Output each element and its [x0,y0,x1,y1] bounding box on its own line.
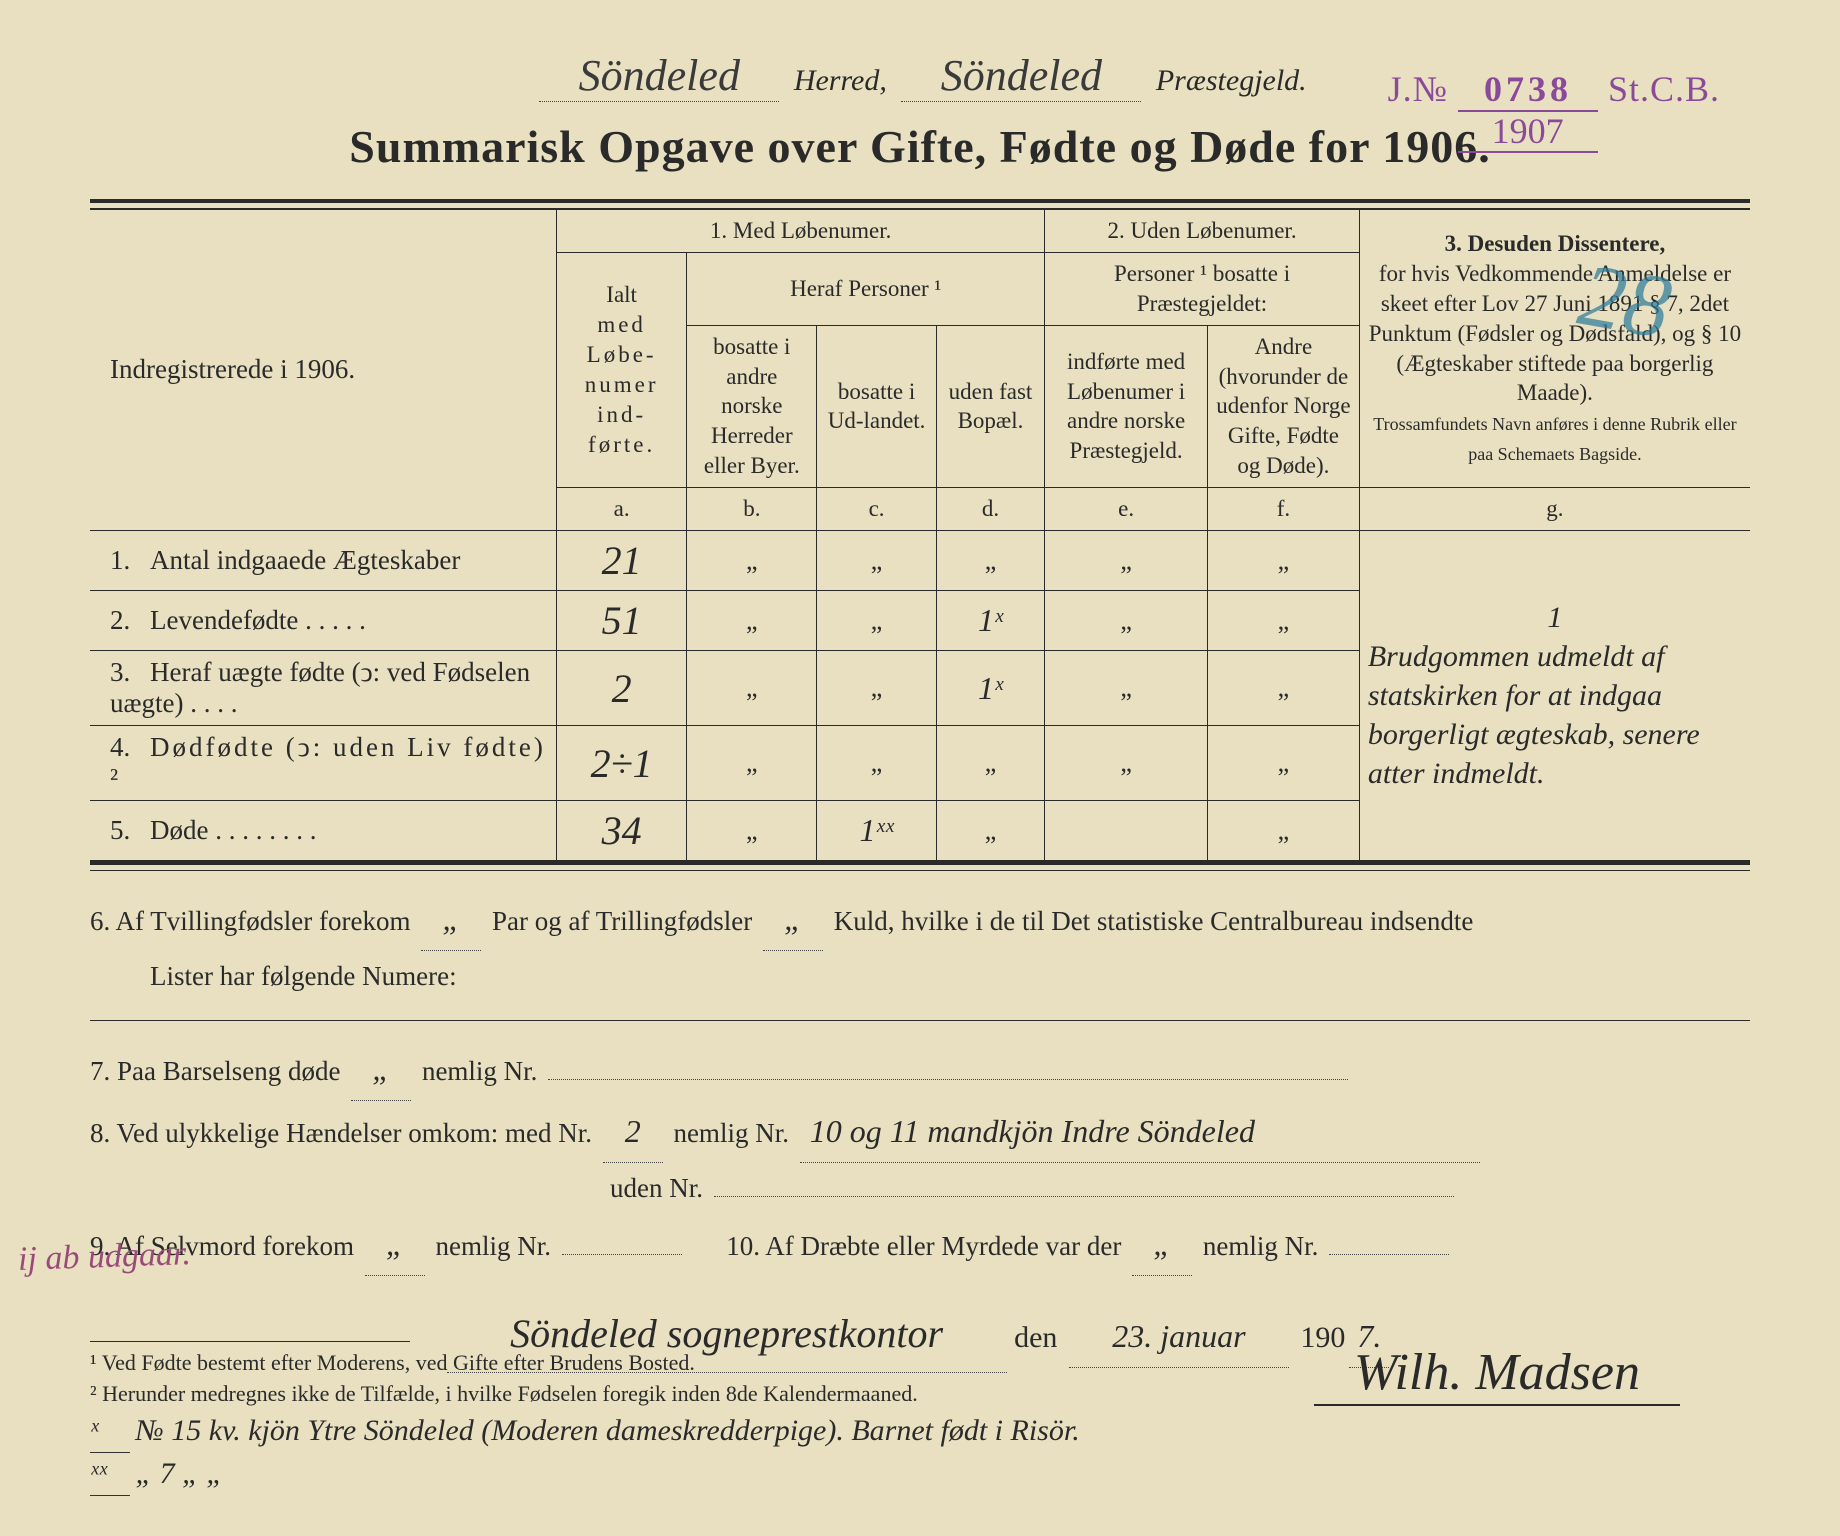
col-a-head: Ialt med Løbe-numer ind-førte. [557,252,687,487]
col-b-head: bosatte i andre norske Herreder eller By… [687,325,817,487]
col-f-head: Andre (hvorunder de udenfor Norge Gifte,… [1207,325,1359,487]
col-heraf: Heraf Personer ¹ [687,252,1045,325]
item-9-10: 9. Af Selvmord forekom „ nemlig Nr. 10. … [90,1214,1750,1276]
col-letter: f. [1207,488,1359,531]
col-letter: b. [687,488,817,531]
col-group-2: 2. Uden Løbenumer. [1045,210,1360,253]
col-letter: g. [1359,488,1750,531]
divider [90,199,1750,209]
main-table: Indregistrerede i 1906. 1. Med Løbenumer… [90,209,1750,861]
item-8: 8. Ved ulykkelige Hændelser omkom: med N… [90,1101,1750,1214]
header-line: Söndeled Herred, Söndeled Præstegjeld. [90,50,1750,102]
col-d-head: uden fast Bopæl. [936,325,1044,487]
stamp-year: 1907 [1458,112,1598,154]
col-g-notes: 1 Brudgommen udmeldt af statskirken for … [1359,531,1750,861]
blue-pencil-mark: 28 [1572,243,1679,360]
col-ef-top: Personer ¹ bosatte i Præstegjeldet: [1045,252,1360,325]
table-body: 1.Antal indgaaede Ægteskaber 21 „ „ „ „ … [90,531,1750,861]
divider [90,861,1750,871]
item-7: 7. Paa Barselseng døde „ nemlig Nr. [90,1039,1750,1101]
margin-note: ij ab udgaar. [17,1235,191,1279]
col-e-head: indførte med Løbenumer i andre norske Pr… [1045,325,1208,487]
col-c-head: bosatte i Ud-landet. [817,325,936,487]
footnote-1: ¹ Ved Fødte bestemt efter Moderens, ved … [90,1348,1750,1379]
footnote-x: ˣ № 15 kv. kjön Ytre Söndeled (Moderen d… [90,1410,1750,1453]
herred-label: Herred, [794,64,887,97]
col-letter: a. [557,488,687,531]
item-6: 6. Af Tvillingfødsler forekom „ Par og a… [90,889,1750,1002]
col-group-1: 1. Med Løbenumer. [557,210,1045,253]
herred-value: Söndeled [539,50,779,102]
footnote-xx: ˣˣ „ 7 „ „ [90,1453,1750,1496]
praestegjeld-label: Præstegjeld. [1156,64,1307,97]
table-row: 1.Antal indgaaede Ægteskaber 21 „ „ „ „ … [90,531,1750,591]
footnote-2: ² Herunder medregnes ikke de Tilfælde, i… [90,1379,1750,1410]
col-group-3: 3. Desuden Dissentere, for hvis Vedkomme… [1359,210,1750,488]
praestegjeld-value: Söndeled [901,50,1141,102]
col-letter: e. [1045,488,1208,531]
document-page: J.№ 0738 St.C.B. 1907 28 Söndeled Herred… [0,0,1840,1536]
lower-section: 6. Af Tvillingfødsler forekom „ Par og a… [90,889,1750,1373]
stub-heading: Indregistrerede i 1906. [90,210,557,531]
col-letter: d. [936,488,1044,531]
col-letter: c. [817,488,936,531]
footnotes: ¹ Ved Fødte bestemt efter Moderens, ved … [90,1341,1750,1496]
